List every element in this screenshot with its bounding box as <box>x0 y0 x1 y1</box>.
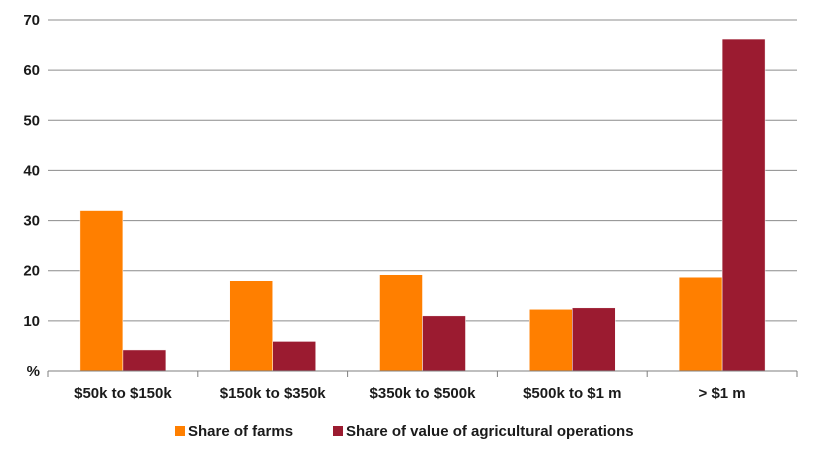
bar-share-of-value <box>122 349 167 372</box>
gridlines <box>48 19 797 322</box>
legend-label: Share of value of agricultural operation… <box>346 423 634 440</box>
legend-swatch <box>175 426 185 436</box>
bar-share-of-farms <box>229 280 273 372</box>
x-tick-label: $350k to $500k <box>370 385 477 402</box>
bars <box>79 38 766 372</box>
y-tick-label: 40 <box>23 162 40 179</box>
bar-share-of-farms <box>678 276 723 372</box>
bar-share-of-value <box>721 38 766 372</box>
y-tick-label: 60 <box>23 62 40 79</box>
bar-share-of-farms <box>79 210 124 372</box>
bar-share-of-value <box>422 315 466 372</box>
bar-share-of-value <box>272 341 316 372</box>
bar-share-of-value <box>572 307 616 372</box>
bar-share-of-farms <box>529 309 573 372</box>
y-tick-label: 30 <box>23 213 40 230</box>
x-tick-label: $150k to $350k <box>220 385 327 402</box>
axes: 10 20 30 40 50 60 70% $50k to $150k $150k to $35… <box>23 12 798 402</box>
y-unit-label: % <box>27 363 40 380</box>
legend-swatch <box>333 426 343 436</box>
x-tick-label: $500k to $1 m <box>523 385 621 402</box>
bar-share-of-farms <box>379 274 423 372</box>
x-tick-label: $50k to $150k <box>74 385 172 402</box>
legend-item: Share of farms <box>175 423 293 440</box>
legend: Share of farms Share of value of agricult… <box>175 423 634 440</box>
y-tick-label: 20 <box>23 263 40 280</box>
y-tick-label: 10 <box>23 313 40 330</box>
legend-label: Share of farms <box>188 423 293 440</box>
x-tick-label: > $1 m <box>699 385 746 402</box>
legend-item: Share of value of agricultural operation… <box>333 423 634 440</box>
y-tick-label: 70 <box>23 12 40 29</box>
y-tick-label: 50 <box>23 112 40 129</box>
